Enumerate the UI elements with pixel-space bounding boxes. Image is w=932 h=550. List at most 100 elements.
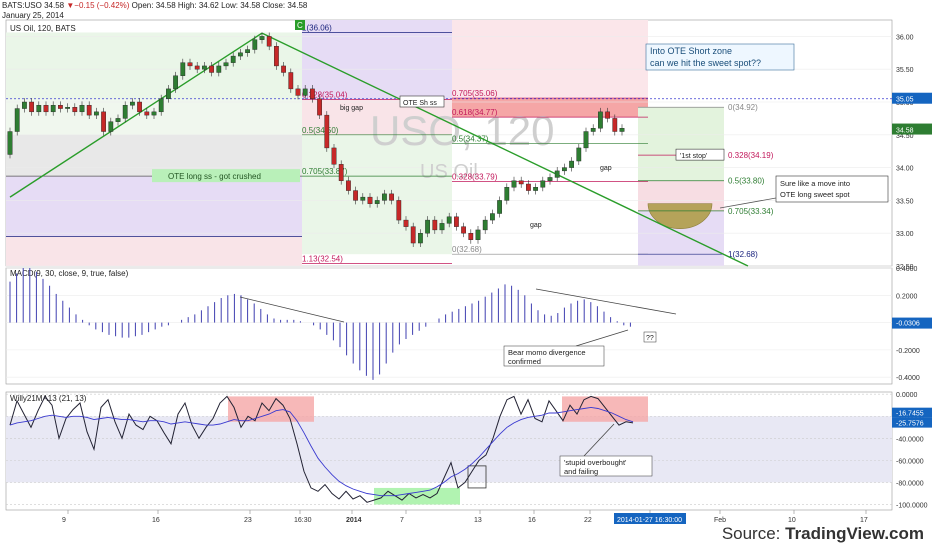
willy-last-bg-2 bbox=[892, 417, 932, 428]
x-tick-label: 16:30 bbox=[294, 517, 312, 524]
x-cursor-label-bg bbox=[614, 513, 686, 524]
candle-body bbox=[410, 226, 416, 244]
candle bbox=[144, 107, 150, 120]
candle bbox=[115, 114, 121, 126]
fib-right-label: 0(32.68) bbox=[452, 245, 482, 254]
candle bbox=[86, 101, 92, 120]
candle-body bbox=[612, 118, 618, 132]
willy-last-label-1: -16.7455 bbox=[896, 411, 924, 418]
price-y-tick: 32.50 bbox=[896, 264, 914, 271]
candle bbox=[583, 127, 589, 152]
price-y-tick: 33.50 bbox=[896, 198, 914, 205]
macd-title: MACD(9, 30, close, 9, true, false) bbox=[10, 269, 129, 278]
candle bbox=[79, 101, 85, 116]
qq-box bbox=[643, 331, 657, 343]
candle bbox=[410, 222, 416, 247]
divergence-pointer bbox=[575, 329, 629, 347]
candle-body bbox=[58, 105, 63, 109]
candle-body bbox=[274, 46, 279, 67]
fib-mid-label: 1(36.06) bbox=[302, 23, 332, 32]
macd-arrow-right bbox=[535, 288, 677, 315]
candle-body bbox=[338, 164, 344, 181]
ote-short-zone-text-2: can we hit the sweet spot?? bbox=[650, 58, 761, 68]
candle-body bbox=[533, 187, 539, 191]
candle-body bbox=[29, 101, 34, 113]
zone-right-pink bbox=[452, 20, 648, 99]
gap-label-2: gap bbox=[530, 222, 542, 229]
macd-y-tick: 0.4000 bbox=[896, 266, 918, 273]
candle bbox=[482, 216, 488, 234]
candle-body bbox=[518, 180, 524, 185]
willy-ob-box-1 bbox=[228, 396, 314, 422]
price-title: US Oil, 120, BATS bbox=[10, 24, 76, 33]
candle-body bbox=[598, 111, 603, 129]
fib-mid-label: 0.5(34.50) bbox=[302, 126, 339, 135]
candle bbox=[173, 71, 178, 93]
candle bbox=[108, 117, 114, 136]
candle bbox=[598, 107, 603, 133]
candle bbox=[490, 209, 495, 225]
candle-body bbox=[396, 200, 402, 221]
candle-body bbox=[490, 213, 495, 221]
price-y-tick: 33.00 bbox=[896, 231, 914, 238]
willy-y-tick: -40.0000 bbox=[896, 436, 924, 443]
candle bbox=[461, 222, 466, 238]
candle-body bbox=[418, 232, 423, 244]
candle-body bbox=[475, 229, 481, 240]
candle bbox=[288, 68, 294, 93]
zone-left-purple bbox=[6, 176, 302, 237]
x-tick-label: 17 bbox=[860, 517, 868, 524]
zone-mid-green bbox=[302, 134, 452, 255]
candle-body bbox=[482, 219, 488, 231]
line-price-label: 35.05 bbox=[896, 97, 914, 104]
macd-pane bbox=[5, 267, 893, 385]
candle-body bbox=[187, 62, 193, 67]
candle bbox=[310, 84, 315, 103]
candle bbox=[237, 48, 243, 61]
sure-like-text: Sure like a move into bbox=[780, 179, 850, 188]
fib-mid-label: 0.328(35.04) bbox=[302, 90, 348, 99]
candle-body bbox=[281, 65, 286, 73]
qq-label: ?? bbox=[646, 335, 654, 342]
candle-body bbox=[216, 65, 222, 73]
candle-body bbox=[223, 62, 229, 67]
willy-y-tick: -60.0000 bbox=[896, 458, 924, 465]
candle-body bbox=[93, 111, 99, 116]
zone-left-top bbox=[6, 32, 302, 100]
candle bbox=[454, 212, 459, 231]
candle bbox=[331, 143, 337, 169]
candle bbox=[605, 107, 611, 123]
candle bbox=[396, 196, 402, 225]
gap-label-1: gap bbox=[600, 165, 612, 172]
candle-body bbox=[554, 170, 560, 178]
candle-body bbox=[101, 111, 107, 132]
willy-y-tick: 0.0000 bbox=[896, 392, 918, 399]
candle bbox=[338, 160, 344, 185]
first-stop-label: '1st stop' bbox=[680, 153, 707, 160]
candle-body bbox=[605, 111, 611, 119]
willy-title: Willy21MA13 (21, 13) bbox=[10, 394, 87, 403]
candle bbox=[295, 84, 301, 100]
ote-sh-label: OTE Sh ss bbox=[403, 100, 437, 107]
candle bbox=[36, 101, 42, 116]
candle-body bbox=[403, 219, 409, 227]
candle-body bbox=[346, 180, 351, 191]
candle bbox=[389, 189, 394, 205]
candle bbox=[562, 163, 567, 175]
candle-body bbox=[374, 200, 380, 204]
candle-body bbox=[115, 118, 121, 122]
candle bbox=[569, 157, 575, 172]
sure-like-text-2: OTE long sweet spot bbox=[780, 190, 851, 199]
candle-body bbox=[129, 101, 135, 106]
candle-body bbox=[79, 105, 85, 113]
candle-body bbox=[425, 219, 430, 234]
candle-body bbox=[137, 101, 142, 113]
candle-body bbox=[65, 107, 71, 109]
candle-body bbox=[43, 105, 49, 113]
zone-proj-green bbox=[638, 107, 724, 181]
candle-body bbox=[302, 88, 308, 96]
willy-last-bg-1 bbox=[892, 407, 932, 418]
candle bbox=[72, 103, 78, 116]
x-tick-label: 23 bbox=[244, 517, 252, 524]
